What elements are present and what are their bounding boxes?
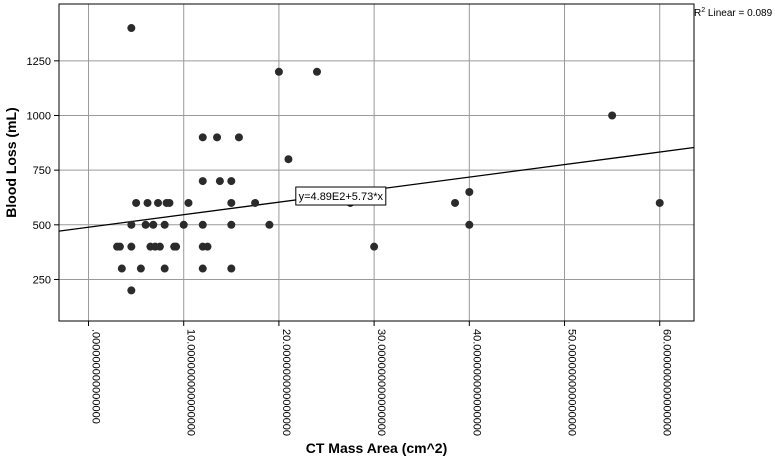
fit-equation-frame: [295, 186, 387, 206]
x-tick-label: 10.000000000000000: [185, 329, 197, 436]
data-point: [608, 111, 617, 120]
y-tick-label: 250: [33, 274, 51, 286]
data-point: [127, 24, 136, 33]
data-point: [136, 264, 145, 273]
r-squared-label: R2 Linear = 0.089: [694, 7, 773, 19]
data-point: [198, 264, 207, 273]
data-point: [179, 220, 188, 229]
x-axis-ticks: .000000000000000 10.000000000000000 20.000…: [88, 321, 673, 436]
data-point: [154, 198, 163, 207]
data-point: [198, 133, 207, 142]
y-tick-label: 1250: [27, 56, 51, 68]
data-point: [213, 133, 222, 142]
y-axis-title: Blood Loss (mL): [3, 107, 19, 217]
fit-equation-box: y=4.89E2+5.73*x: [295, 186, 387, 206]
data-point: [215, 177, 224, 186]
x-tick-label: 20.000000000000000: [280, 329, 292, 436]
y-tick-label: 1000: [27, 110, 51, 122]
x-tick-label: 40.000000000000000: [470, 329, 482, 436]
fit-equation-label: y=4.89E2+5.73*x: [299, 191, 384, 203]
data-point: [149, 220, 158, 229]
data-point: [160, 220, 169, 229]
data-point: [203, 242, 212, 251]
x-tick-label: 50.000000000000000: [566, 329, 578, 436]
x-tick-label: .000000000000000: [90, 329, 102, 424]
data-point: [198, 177, 207, 186]
data-point: [234, 133, 243, 142]
data-point: [312, 67, 321, 76]
data-point: [265, 220, 274, 229]
data-point: [127, 242, 136, 251]
data-point: [227, 198, 236, 207]
data-point: [132, 198, 141, 207]
data-points: [113, 24, 664, 295]
data-point: [227, 220, 236, 229]
x-tick-label: 30.000000000000000: [375, 329, 387, 436]
data-point: [451, 198, 460, 207]
data-point: [117, 264, 126, 273]
data-point: [141, 220, 150, 229]
data-point: [143, 198, 152, 207]
x-axis-title: CT Mass Area (cm^2): [306, 440, 447, 456]
data-point: [465, 220, 474, 229]
data-point: [127, 220, 136, 229]
data-point: [655, 198, 664, 207]
plot-frame: [58, 3, 695, 322]
data-point: [227, 177, 236, 186]
data-point: [198, 220, 207, 229]
data-point: [465, 188, 474, 197]
x-tick-label: 60.000000000000000: [661, 329, 673, 436]
data-point: [227, 264, 236, 273]
data-point: [155, 242, 164, 251]
data-point: [274, 67, 283, 76]
data-point: [165, 198, 174, 207]
gridlines: [59, 4, 694, 321]
data-point: [184, 198, 193, 207]
data-point: [370, 242, 379, 251]
data-point: [172, 242, 181, 251]
data-point: [127, 286, 136, 295]
data-point: [284, 155, 293, 164]
data-point: [160, 264, 169, 273]
data-point: [251, 198, 260, 207]
y-axis-ticks: 250 500 750 1000 1250: [27, 56, 59, 286]
y-tick-label: 500: [33, 220, 51, 232]
data-point: [115, 242, 124, 251]
y-tick-label: 750: [33, 165, 51, 177]
